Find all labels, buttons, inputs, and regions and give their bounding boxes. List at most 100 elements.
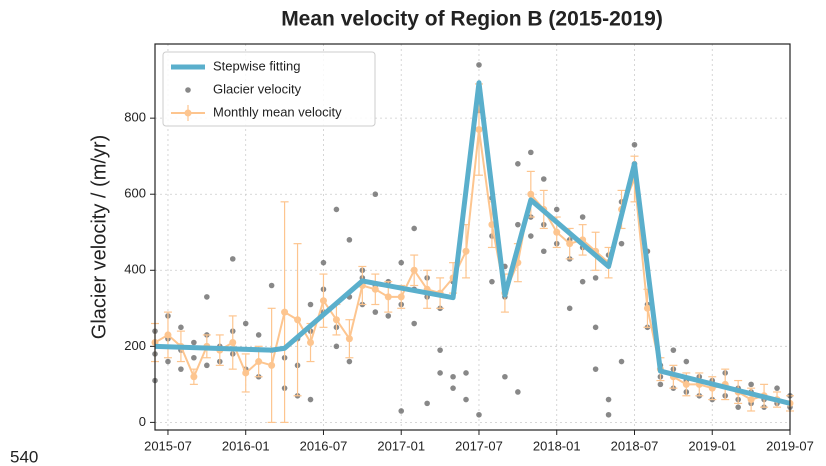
scatter-point [592, 275, 599, 281]
mean-marker [527, 190, 535, 198]
scatter-point [748, 381, 754, 388]
scatter-point [333, 206, 340, 213]
mean-marker [164, 331, 172, 339]
scatter-point [372, 191, 379, 198]
scatter-point [566, 305, 573, 312]
scatter-point [411, 320, 417, 327]
scatter-point [515, 160, 521, 167]
mean-marker [553, 228, 561, 236]
mean-marker [294, 316, 302, 324]
scatter-point [178, 366, 184, 372]
scatter-point [735, 404, 741, 410]
scatter-point [437, 370, 443, 376]
y-tick-label: 200 [124, 338, 146, 353]
mean-marker [384, 293, 392, 301]
scatter-point [398, 259, 405, 266]
scatter-point [204, 362, 210, 369]
scatter-point [579, 214, 586, 220]
scatter-point [333, 343, 340, 350]
mean-marker [747, 396, 755, 404]
mean-marker [462, 247, 470, 255]
scatter-point [476, 411, 482, 418]
mean-marker [371, 285, 379, 293]
scatter-point [450, 373, 456, 380]
x-tick-label: 2018-07 [611, 438, 659, 453]
scatter-point [592, 324, 599, 331]
fit-line [154, 80, 791, 406]
scatter-point [372, 309, 379, 315]
scatter-point [618, 358, 625, 365]
legend-label: Stepwise fitting [213, 58, 300, 73]
legend-box [162, 51, 376, 127]
scatter-point [178, 324, 184, 331]
scatter-point [229, 256, 236, 262]
plot-frame [154, 43, 791, 431]
mean-marker [255, 358, 263, 366]
scatter-point [320, 259, 327, 266]
mean-marker [281, 308, 289, 316]
y-tick-label: 800 [124, 110, 146, 125]
scatter-point [191, 339, 197, 346]
y-tick-label: 400 [124, 262, 146, 277]
scatter-point [631, 141, 638, 148]
scatter-point [489, 278, 495, 285]
scatter-point [605, 411, 612, 418]
scatter-point [540, 248, 547, 255]
x-tick-label: 2018-01 [533, 438, 581, 453]
legend-swatch [185, 87, 191, 93]
x-tick-label: 2017-01 [377, 438, 425, 453]
scatter-point [268, 282, 275, 289]
scatter-point [242, 320, 249, 327]
x-tick-label: 2019-01 [688, 438, 736, 453]
mean-marker [345, 335, 353, 343]
scatter-point [592, 366, 599, 372]
page-fragment: 540 [10, 447, 38, 466]
chart-title: Mean velocity of Region B (2015-2019) [281, 8, 663, 31]
legend-label: Glacier velocity [213, 81, 302, 96]
scatter-point [165, 358, 171, 365]
mean-marker [307, 339, 315, 347]
scatter-point [476, 62, 482, 68]
scatter-point [528, 233, 534, 239]
scatter-point [579, 278, 586, 285]
scatter-point [670, 347, 677, 353]
scatter-point [385, 313, 392, 319]
mean-marker [229, 339, 237, 347]
mean-marker [332, 316, 340, 324]
mean-marker [190, 373, 198, 381]
x-tick-label: 2016-07 [300, 438, 348, 453]
mean-line [154, 128, 791, 405]
scatter-point [463, 396, 469, 403]
scatter-point [450, 385, 456, 391]
mean-marker [475, 126, 483, 134]
mean-marker [682, 380, 690, 388]
scatter-point [683, 358, 690, 365]
mean-marker [242, 369, 250, 377]
legend-label: Monthly mean velocity [213, 104, 342, 119]
scatter-point [204, 294, 210, 300]
x-tick-label: 2019-07 [766, 438, 814, 453]
mean-marker [643, 304, 651, 312]
x-tick-label: 2016-01 [222, 438, 270, 453]
scatter-point [437, 347, 443, 353]
scatter-point [528, 149, 534, 156]
scatter-point [774, 385, 780, 391]
y-axis-label: Glacier velocity / (m/yr) [88, 135, 110, 339]
scatter-point [515, 221, 521, 228]
x-tick-label: 2015-07 [144, 438, 192, 453]
mean-marker [319, 297, 327, 305]
scatter-point [618, 240, 625, 247]
scatter-point [605, 396, 612, 403]
scatter-point [515, 389, 521, 395]
scatter-point [398, 408, 405, 414]
scatter-point [553, 206, 560, 213]
scatter-point [307, 301, 314, 308]
y-tick-label: 0 [139, 414, 146, 429]
mean-marker [410, 266, 418, 274]
scatter-point [346, 237, 353, 243]
scatter-point [540, 176, 547, 182]
scatter-point [411, 225, 417, 232]
mean-marker [566, 240, 574, 248]
scatter-point [502, 373, 508, 380]
